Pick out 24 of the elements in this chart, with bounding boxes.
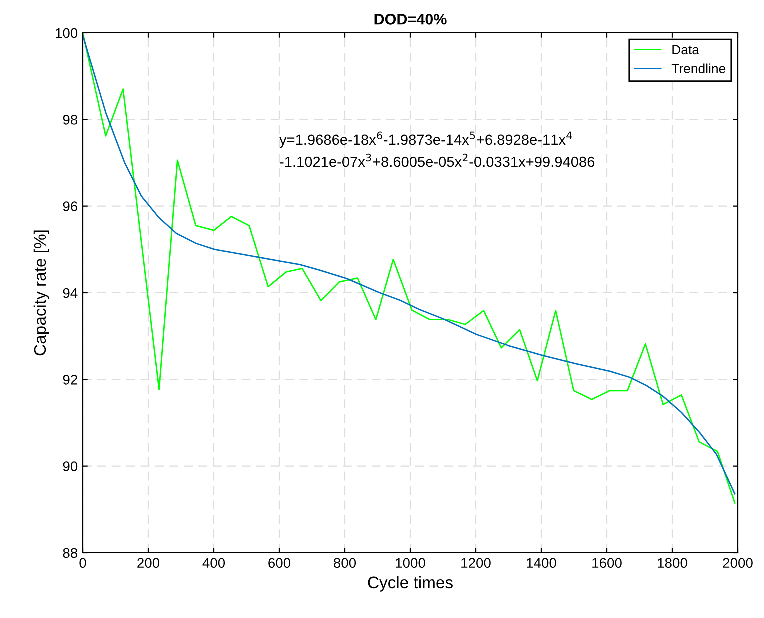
x-axis-title: Cycle times [368,576,453,592]
y-tick-label: 88 [63,548,78,558]
y-tick-label: 96 [63,202,78,212]
x-tick-label: 1200 [462,558,491,568]
y-tick-label: 98 [63,115,78,125]
text: y=1.9686e-18x$^{6}$-1.9873e-14x$^{5}$+6.8928e-11x$^{4}$ -1.1021e-07x$^{3}$+8.6005e-05x$^{2}$-0.0331x+99.94086 [280,132,595,168]
legend-label: Trendline [672,64,726,74]
y-tick-label: 90 [63,462,78,472]
x-tick-label: 200 [138,558,160,568]
x-tick-label: 400 [202,558,226,568]
y-tick-label: 94 [63,288,78,298]
x-tick-label: 1800 [658,558,688,568]
y-axis-title: Capacity rate [%] [34,230,50,356]
x-tick-label: 2000 [723,558,753,568]
x-tick-label: 1000 [396,558,426,568]
x-tick-label: 0 [80,558,86,568]
y-tick-label: 92 [63,375,78,385]
x-tick-label: 800 [334,558,356,568]
x-tick-label: 1600 [592,558,622,568]
x-tick-label: 600 [268,558,291,568]
chart-title: DOD=40% [374,14,447,25]
legend-label: Data [672,45,700,55]
x-tick-label: 1400 [527,558,556,568]
y-tick-label: 100 [56,28,78,38]
